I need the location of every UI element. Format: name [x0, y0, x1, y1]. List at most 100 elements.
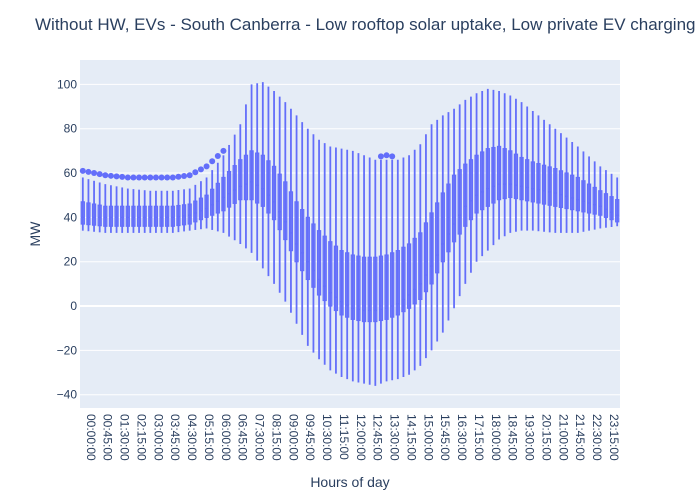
box-iqr	[423, 222, 429, 293]
x-tick-label: 21:00:00	[556, 414, 570, 461]
box-outlier	[124, 174, 131, 181]
box-03:00:00	[147, 174, 154, 233]
box-14:00:00	[395, 159, 400, 380]
box-outlier	[169, 174, 176, 181]
box-18:15:00	[491, 89, 496, 246]
box-iqr	[114, 205, 119, 227]
box-iqr	[288, 191, 294, 252]
box-iqr	[468, 159, 474, 221]
box-iqr	[328, 241, 333, 307]
box-22:30:00	[586, 156, 592, 231]
box-iqr	[496, 145, 502, 201]
x-tick-label: 13:30:00	[388, 414, 402, 461]
box-23:15:00	[603, 170, 609, 228]
box-outlier	[141, 174, 148, 181]
box-10:30:00	[316, 139, 322, 360]
box-09:45:00	[300, 122, 305, 335]
x-tick-label: 15:45:00	[438, 414, 452, 461]
x-tick-label: 18:45:00	[506, 414, 520, 461]
y-tick-label: 40	[64, 210, 78, 224]
box-iqr	[412, 237, 417, 305]
box-iqr	[457, 169, 462, 235]
box-iqr	[232, 165, 237, 204]
box-outlier	[192, 169, 199, 176]
x-axis-title: Hours of day	[310, 474, 389, 490]
box-iqr	[238, 159, 243, 201]
x-tick-label: 18:00:00	[489, 414, 503, 461]
box-outlier	[383, 152, 390, 159]
box-11:15:00	[333, 147, 339, 374]
box-outlier	[175, 173, 182, 180]
box-iqr	[592, 186, 597, 215]
y-tick-label: −20	[57, 343, 78, 357]
box-05:45:00	[209, 158, 216, 230]
box-iqr	[451, 174, 457, 243]
box-17:00:00	[463, 99, 468, 284]
box-iqr	[581, 180, 586, 213]
box-13:15:00	[377, 153, 384, 384]
box-outlier	[164, 174, 171, 181]
box-outlier	[220, 147, 227, 154]
box-12:30:00	[361, 155, 367, 384]
box-20:30:00	[541, 119, 547, 232]
box-iqr	[176, 204, 181, 227]
box-iqr	[243, 154, 249, 201]
box-iqr	[255, 152, 260, 204]
box-21:00:00	[553, 128, 558, 233]
box-iqr	[558, 170, 564, 209]
box-iqr	[345, 252, 350, 318]
box-00:45:00	[96, 171, 103, 233]
box-outlier	[79, 167, 86, 174]
x-tick-label: 09:00:00	[286, 414, 300, 461]
box-outlier	[91, 170, 98, 177]
y-gridlines	[80, 83, 620, 396]
box-iqr	[333, 245, 339, 312]
box-iqr	[103, 205, 108, 227]
box-iqr	[575, 176, 580, 212]
box-iqr	[142, 205, 147, 227]
x-tick-label: 16:30:00	[455, 414, 469, 461]
box-iqr	[553, 168, 558, 207]
box-22:00:00	[575, 146, 580, 233]
y-tick-label: 100	[57, 77, 77, 91]
box-07:00:00	[238, 124, 243, 244]
box-iqr	[80, 201, 85, 225]
box-iqr	[564, 172, 569, 210]
box-iqr	[390, 252, 395, 318]
box-iqr	[609, 196, 614, 221]
box-04:00:00	[169, 174, 176, 233]
box-12:15:00	[356, 153, 361, 383]
box-12:00:00	[350, 150, 355, 382]
x-tick-label: 19:30:00	[523, 414, 537, 461]
box-12:45:00	[367, 157, 372, 385]
box-iqr	[221, 176, 226, 212]
box-iqr	[97, 204, 102, 227]
box-20:45:00	[547, 124, 552, 233]
y-tick-label: −40	[57, 388, 78, 402]
box-iqr	[193, 200, 198, 223]
x-tick-label: 08:15:00	[269, 414, 283, 461]
box-iqr	[406, 243, 412, 309]
box-iqr	[198, 197, 204, 221]
box-01:45:00	[119, 173, 126, 233]
box-outlier	[203, 163, 210, 170]
x-tick-label: 05:15:00	[202, 414, 216, 461]
box-19:45:00	[525, 106, 530, 231]
box-06:45:00	[232, 134, 237, 241]
box-iqr	[615, 199, 620, 223]
box-20:15:00	[536, 115, 541, 232]
y-axis-title: MW	[27, 221, 43, 247]
x-tick-label: 00:00:00	[84, 414, 98, 461]
box-iqr	[215, 182, 220, 214]
box-iqr	[86, 202, 91, 226]
box-02:00:00	[124, 174, 131, 233]
x-tick-label: 06:00:00	[219, 414, 233, 461]
box-iqr	[485, 148, 490, 207]
y-tick-label: 20	[64, 255, 78, 269]
box-16:45:00	[457, 104, 462, 297]
box-iqr	[294, 201, 299, 263]
box-iqr	[153, 205, 159, 227]
box-iqr	[148, 205, 153, 227]
box-10:00:00	[305, 128, 310, 346]
box-iqr	[435, 202, 440, 274]
